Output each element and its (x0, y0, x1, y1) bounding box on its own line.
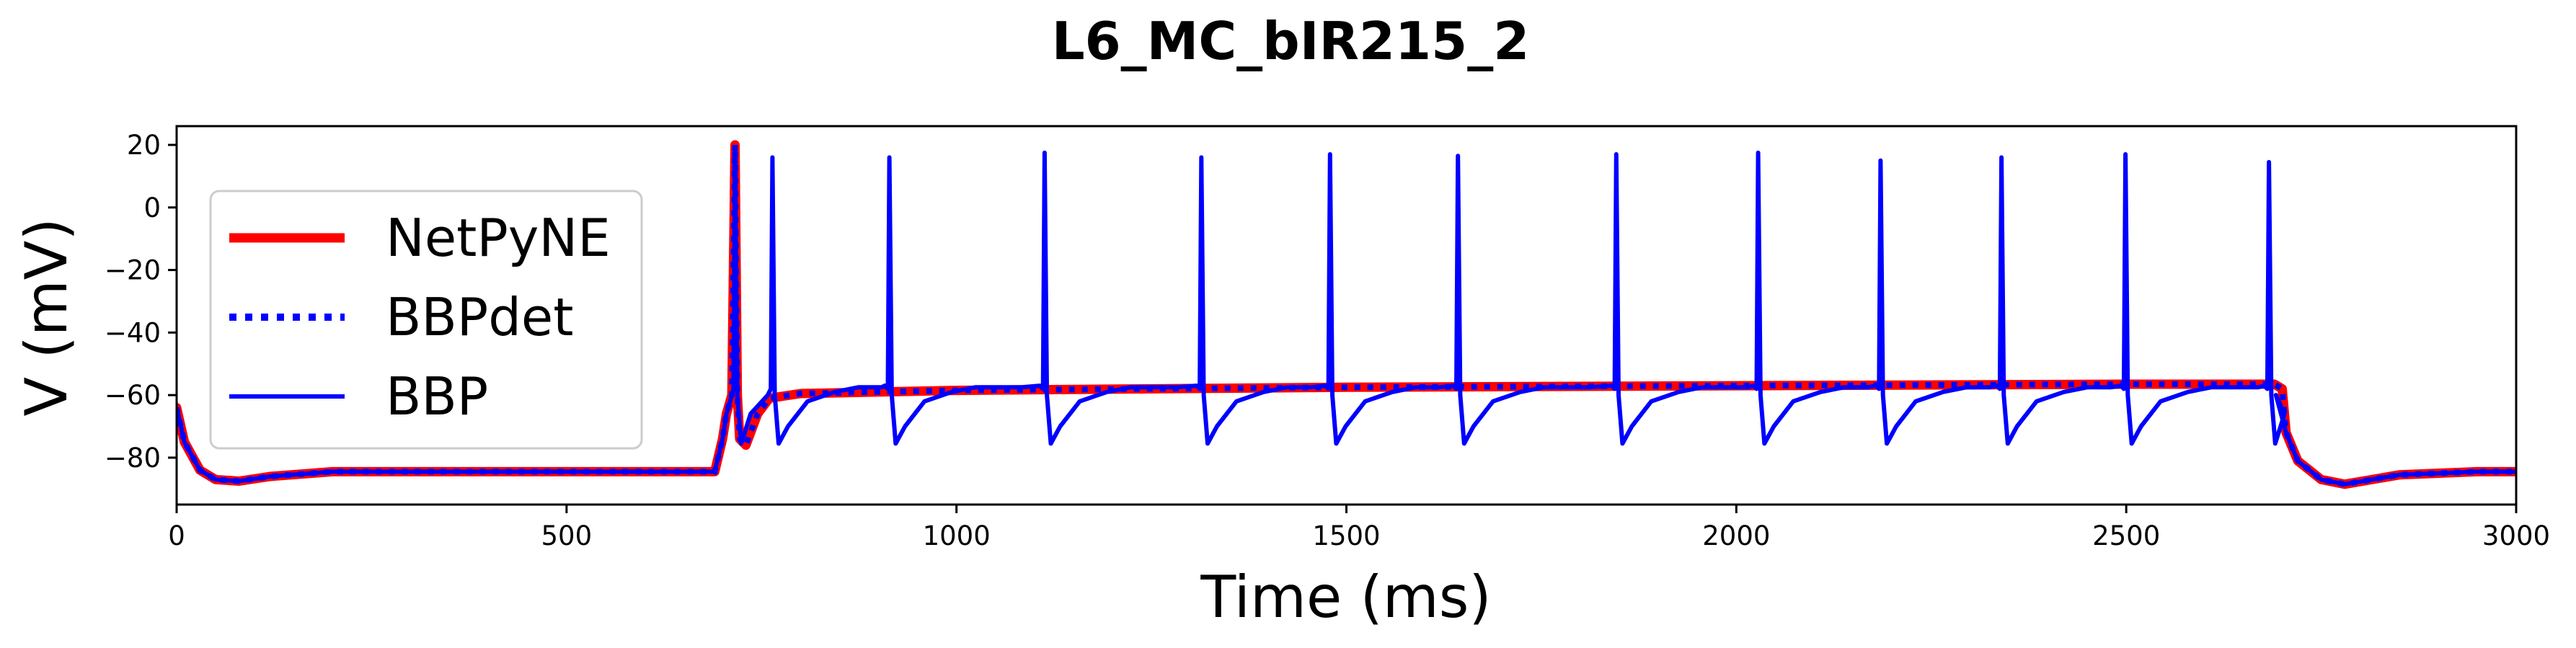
legend-frame (209, 190, 643, 450)
y-tick-label: −60 (105, 380, 161, 411)
y-tick-label: −20 (105, 255, 161, 286)
legend: NetPyNE BBPdet BBP (209, 190, 643, 450)
x-tick-label: 1500 (1312, 520, 1380, 551)
x-tick-label: 2500 (2092, 520, 2160, 551)
chart-title: L6_MC_bIR215_2 (1052, 11, 1530, 71)
y-tick-label: −80 (105, 443, 161, 474)
y-tick-label: 20 (127, 130, 161, 161)
x-tick-label: 1000 (923, 520, 991, 551)
y-axis: 20 0 −20 −40 −60 −80 (105, 130, 177, 474)
x-tick-label: 2000 (1702, 520, 1770, 551)
x-axis-label: Time (ms) (1200, 564, 1491, 631)
x-tick-label: 500 (541, 520, 593, 551)
legend-bbp-label: BBP (386, 366, 488, 427)
series-bbp-line (177, 148, 2516, 487)
x-tick-label: 0 (168, 520, 185, 551)
legend-bbpdet-label: BBPdet (386, 287, 573, 347)
y-axis-label: V (mV) (13, 218, 80, 416)
x-tick-label: 3000 (2482, 520, 2550, 551)
x-axis: 0 500 1000 1500 2000 2500 3000 (168, 505, 2550, 551)
series-layer (177, 140, 2516, 489)
y-tick-label: −40 (105, 317, 161, 348)
y-tick-label: 0 (143, 192, 161, 223)
legend-netpyne-label: NetPyNE (386, 208, 611, 268)
